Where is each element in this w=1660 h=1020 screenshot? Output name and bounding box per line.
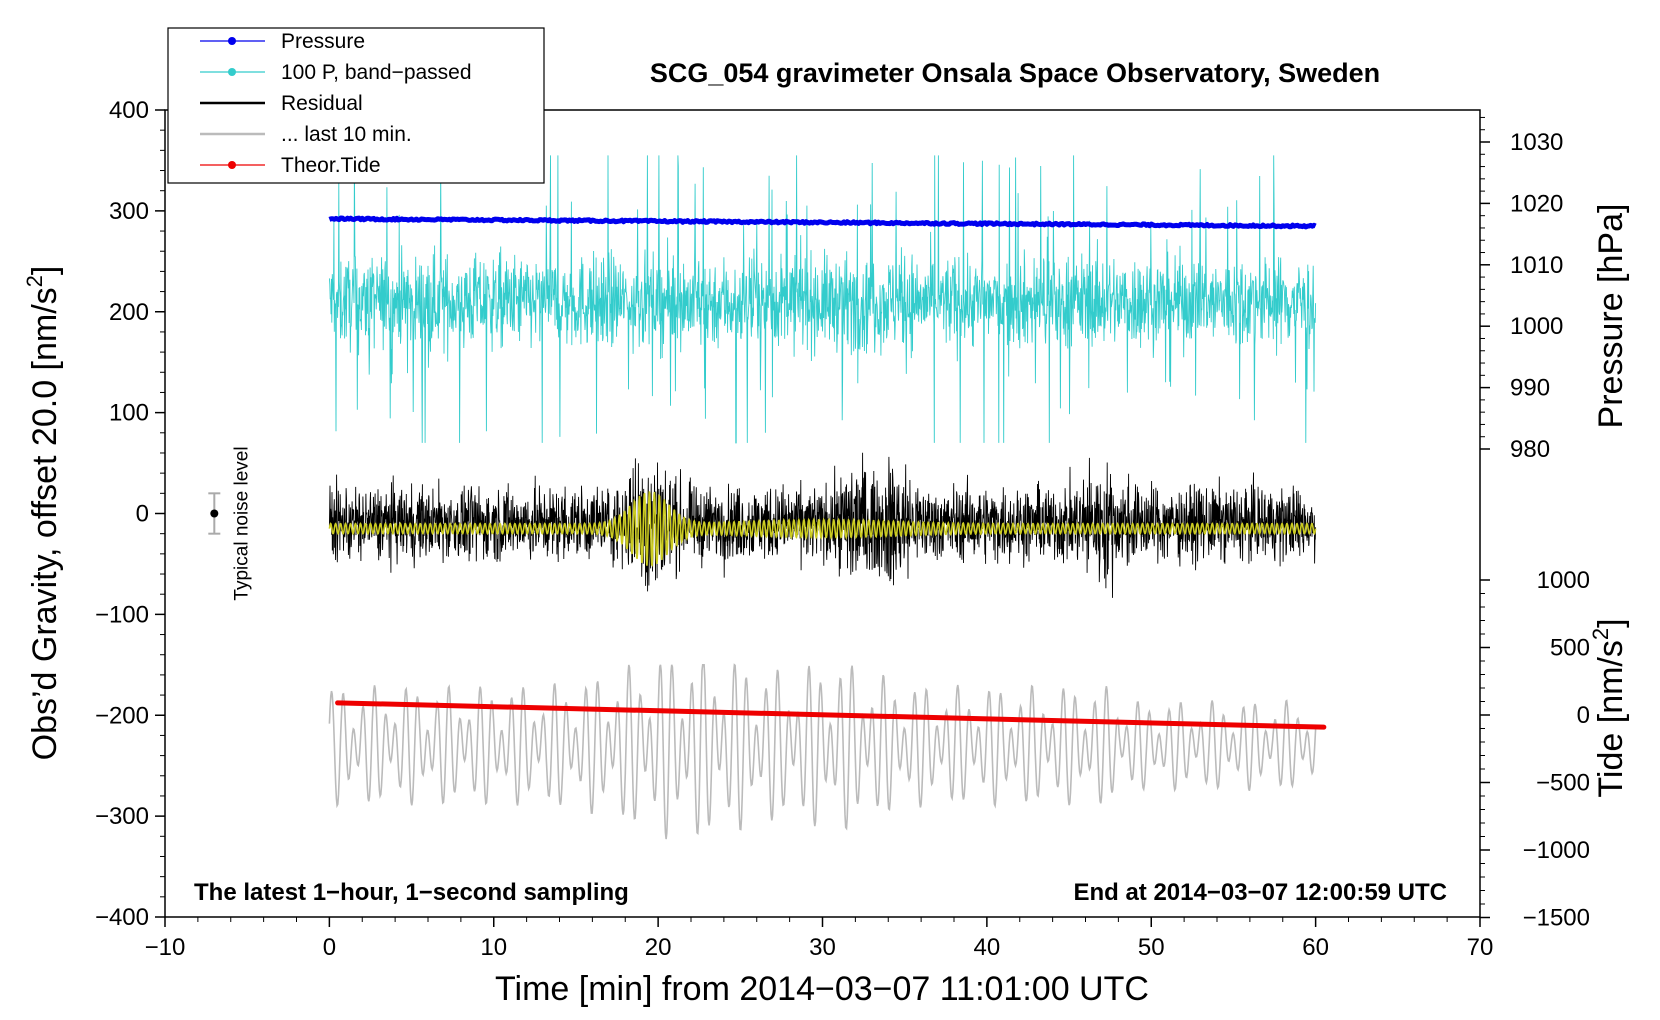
legend-item: Residual — [200, 92, 363, 115]
y-tick-label-left: 200 — [109, 299, 149, 326]
pressure-tick-label: 980 — [1510, 436, 1550, 463]
y-tick-label-left: 0 — [136, 501, 149, 528]
chart-title: SCG_054 gravimeter Onsala Space Observat… — [650, 58, 1380, 88]
tick-layer: −10 0 10 20 30 40 50 60 704003002001000−100−200−… — [95, 97, 1590, 961]
y-axis-title-tide-text: Tide [nm/s — [1592, 640, 1630, 797]
tide-tick-label: −1500 — [1523, 905, 1590, 932]
tide-tick-label: 1000 — [1537, 567, 1590, 594]
legend-label: Residual — [281, 92, 363, 115]
y-tick-label-left: 400 — [109, 97, 149, 124]
x-tick-label: 60 — [1302, 934, 1329, 961]
y-tick-label-left: −400 — [95, 904, 149, 931]
legend-label: Pressure — [281, 30, 365, 53]
legend-label: Theor.Tide — [281, 154, 381, 177]
legend-item: Theor.Tide — [200, 154, 381, 177]
x-tick-label: 0 — [323, 934, 336, 961]
x-tick-label: 20 — [645, 934, 672, 961]
x-tick-label: −10 — [145, 934, 186, 961]
tide-tick-label: 500 — [1550, 635, 1590, 662]
legend-item: ... last 10 min. — [200, 123, 412, 146]
y-tick-label-left: 300 — [109, 198, 149, 225]
pressure-tick-label: 1020 — [1510, 190, 1563, 217]
y-tick-label-left: −200 — [95, 702, 149, 729]
y-axis-title-tide-end: ] — [1592, 618, 1630, 627]
x-tick-label: 30 — [809, 934, 836, 961]
y-axis-title-tide: Tide [nm/s2] — [1588, 618, 1630, 797]
pressure-line — [328, 215, 1317, 230]
tide-tick-label: −500 — [1536, 770, 1590, 797]
tide-line — [335, 700, 1327, 730]
legend-label: 100 P, band−passed — [281, 61, 472, 84]
y-axis-title-left-end: ] — [26, 266, 64, 275]
noise-label: Typical noise level — [231, 446, 252, 600]
x-tick-label: 50 — [1138, 934, 1165, 961]
x-tick-label: 10 — [480, 934, 507, 961]
noise-point — [210, 509, 219, 518]
y-axis-title-left: Obs’d Gravity, offset 20.0 [nm/s2] — [22, 266, 64, 761]
tide-tick-label: 0 — [1577, 702, 1590, 729]
series-layer — [328, 155, 1327, 840]
legend-marker — [228, 68, 236, 76]
y-axis-title-pressure: Pressure [hPa] — [1592, 204, 1630, 429]
pressure-tick-label: 990 — [1510, 375, 1550, 402]
legend-marker — [228, 161, 236, 169]
x-tick-label: 70 — [1467, 934, 1494, 961]
pressure-tick-label: 1010 — [1510, 252, 1563, 279]
footnote-right: End at 2014−03−07 12:00:59 UTC — [1073, 879, 1447, 906]
legend: Pressure 100 P, band−passed Residual ... la… — [167, 27, 545, 184]
legend-label: ... last 10 min. — [281, 123, 412, 146]
x-axis-title: Time [min] from 2014−03−07 11:01:00 UTC — [495, 970, 1149, 1008]
footnote-left: The latest 1−hour, 1−second sampling — [194, 879, 629, 906]
y-axis-title-left-text: Obs’d Gravity, offset 20.0 [nm/s — [26, 287, 64, 760]
noise-level-indicator: Typical noise level — [208, 446, 252, 601]
y-axis-title-tide-superscript: 2 — [1588, 628, 1613, 640]
pressure-tick-label: 1030 — [1510, 129, 1563, 156]
pressure-tick-label: 1000 — [1510, 313, 1563, 340]
y-tick-label-left: −300 — [95, 803, 149, 830]
legend-item: Pressure — [200, 30, 365, 53]
y-tick-label-left: −100 — [95, 601, 149, 628]
y-tick-label-left: 100 — [109, 400, 149, 427]
y-axis-title-left-superscript: 2 — [22, 275, 47, 287]
legend-item: 100 P, band−passed — [200, 61, 472, 84]
legend-marker — [228, 37, 236, 45]
tide-tick-label: −1000 — [1523, 837, 1590, 864]
x-tick-label: 40 — [974, 934, 1001, 961]
legend-box — [167, 27, 545, 184]
band-passed-pressure-line — [328, 155, 1317, 444]
filtered-residual-line — [328, 491, 1317, 567]
